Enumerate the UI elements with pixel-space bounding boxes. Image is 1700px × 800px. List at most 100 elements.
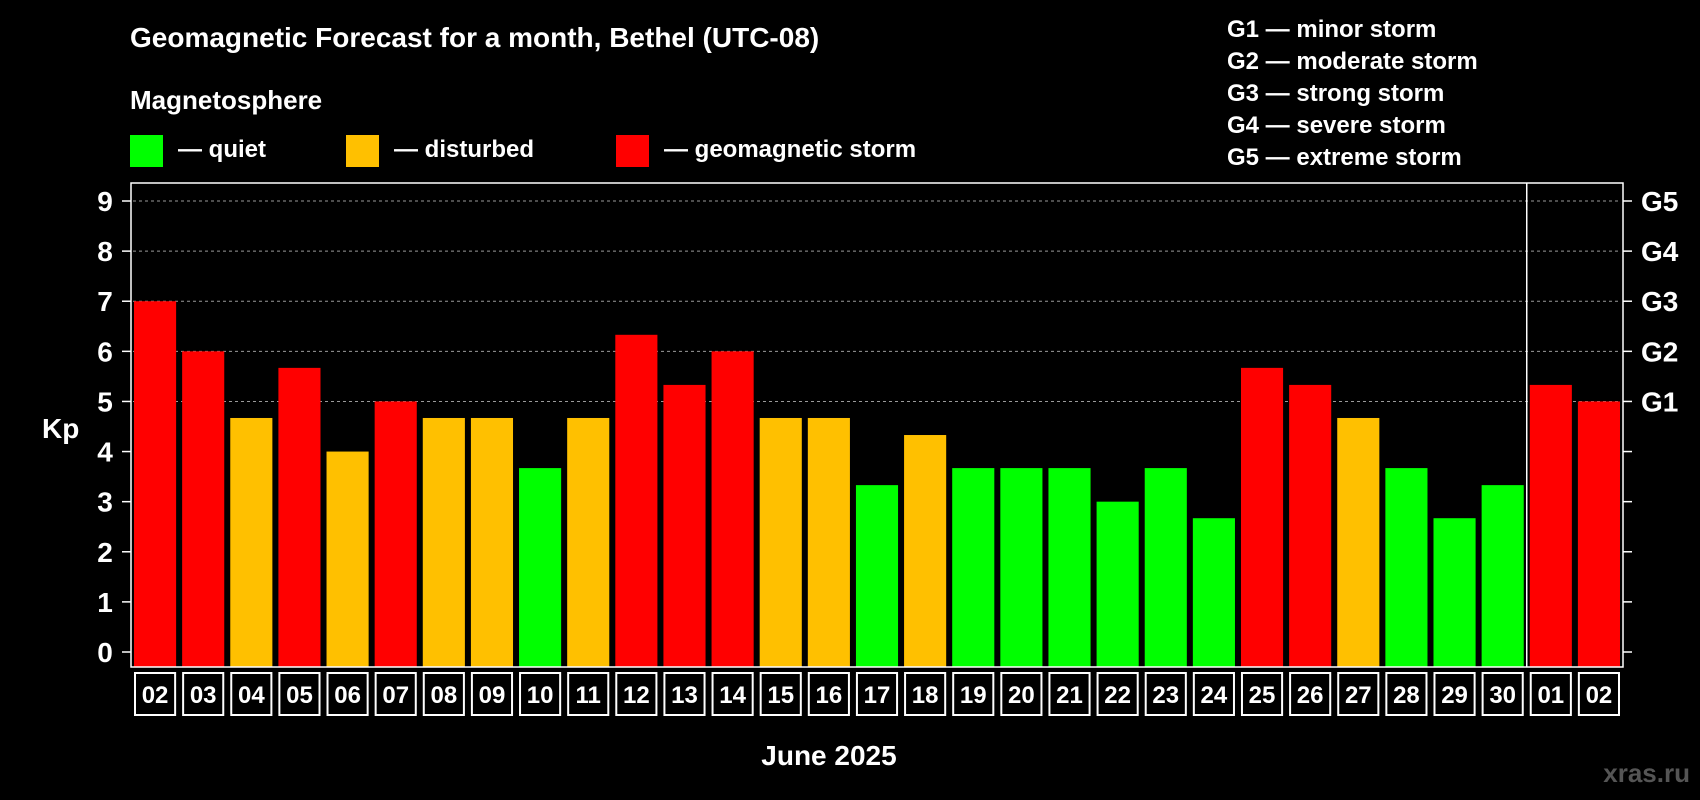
x-tick-label-16-14: 16 [816, 682, 843, 709]
x-tick-label-30-28: 30 [1489, 682, 1516, 709]
x-tick-label-28-26: 28 [1393, 682, 1420, 709]
x-tick-box [1240, 672, 1284, 716]
x-tick-box [230, 672, 273, 716]
x-tick-box [1096, 672, 1139, 716]
bar-06-4 [326, 451, 369, 667]
x-tick-label-11-9: 11 [576, 682, 601, 709]
x-tick-label-02-0: 02 [142, 682, 169, 709]
watermark: xras.ru [1603, 758, 1690, 788]
bar-26-24 [1289, 384, 1332, 667]
x-tick-label-05-3: 05 [286, 682, 313, 709]
x-tick-box [711, 672, 754, 716]
storm-scale-g5: G5 — extreme storm [1227, 144, 1462, 171]
bar-07-5 [374, 401, 417, 667]
bar-17-15 [855, 485, 899, 667]
x-tick-box [1289, 672, 1332, 716]
x-tick-box [1385, 672, 1428, 716]
y-tick-label: 8 [97, 236, 113, 267]
bar-01-29 [1529, 384, 1572, 667]
x-tick-box [134, 672, 177, 716]
plot-frame [130, 182, 1624, 668]
x-tick-label-04-2: 04 [238, 682, 265, 709]
bar-02-0 [134, 301, 177, 667]
bar-27-25 [1337, 417, 1380, 667]
x-tick-label-20-18: 20 [1008, 682, 1035, 709]
storm-scale-legend: G1 — minor storm G2 — moderate storm G3 … [1227, 16, 1478, 171]
x-tick-box [1192, 672, 1235, 716]
bar-11-9 [567, 417, 610, 667]
bars [134, 301, 1620, 667]
x-tick-box [1433, 672, 1476, 716]
bar-03-1 [182, 351, 225, 667]
x-tick-label-26-24: 26 [1297, 682, 1324, 709]
storm-level-label-G4: G4 [1641, 236, 1679, 267]
legend-label-storm: — geomagnetic storm [664, 136, 916, 163]
x-tick-box [374, 672, 417, 716]
x-tick-box [904, 672, 947, 716]
x-tick-box [1529, 672, 1572, 716]
bar-22-20 [1096, 501, 1139, 667]
bar-21-19 [1048, 468, 1091, 667]
x-tick-box [470, 672, 514, 716]
x-tick-label-17-15: 17 [864, 682, 891, 709]
legend-label-disturbed: — disturbed [394, 136, 534, 163]
x-tick-labels: 02 03 04 05 06 07 08 09 10 11 12 13 14 15 16 17 18 19 20 21… [134, 672, 1621, 716]
bar-23-21 [1144, 468, 1187, 667]
y-tick-label: 2 [97, 537, 113, 568]
bar-16-14 [807, 417, 850, 667]
storm-level-label-G3: G3 [1641, 286, 1678, 317]
y-tick-label: 0 [97, 637, 113, 668]
x-axis-label: June 2025 [761, 740, 896, 771]
x-tick-label-19-17: 19 [960, 682, 987, 709]
x-tick-box [422, 672, 465, 716]
storm-scale-g1: G1 — minor storm [1227, 16, 1436, 43]
y-tick-label: 9 [97, 186, 113, 217]
bar-10-8 [519, 468, 562, 667]
bar-02-30 [1577, 401, 1620, 667]
x-tick-box [1577, 672, 1621, 716]
x-tick-box [1144, 672, 1187, 716]
x-tick-box [326, 672, 369, 716]
x-tick-box [519, 672, 562, 716]
x-tick-label-29-27: 29 [1441, 682, 1468, 709]
x-tick-label-02-30: 02 [1586, 682, 1613, 709]
x-tick-label-13-11: 13 [671, 682, 698, 709]
x-tick-label-06-4: 06 [334, 682, 361, 709]
x-tick-box [855, 672, 899, 716]
y-axis-label: Kp [42, 413, 79, 444]
x-tick-label-14-12: 14 [719, 682, 746, 709]
x-tick-label-07-5: 07 [382, 682, 409, 709]
bar-15-13 [759, 417, 802, 667]
bar-29-27 [1433, 518, 1476, 667]
x-tick-box [182, 672, 225, 716]
bar-28-26 [1385, 468, 1428, 667]
y-tick-label: 6 [97, 336, 113, 367]
storm-scale-g3: G3 — strong storm [1227, 80, 1444, 107]
legend: — quiet — disturbed — geomagnetic storm [130, 135, 916, 167]
bar-30-28 [1481, 485, 1524, 667]
chart-title: Geomagnetic Forecast for a month, Bethel… [130, 22, 819, 53]
bar-05-3 [278, 367, 321, 667]
bar-13-11 [663, 384, 706, 667]
bar-25-23 [1240, 367, 1284, 667]
x-tick-label-09-7: 09 [479, 682, 506, 709]
x-tick-box [952, 672, 995, 716]
x-tick-label-25-23: 25 [1249, 682, 1276, 709]
x-tick-label-21-19: 21 [1056, 682, 1083, 709]
storm-level-label-G2: G2 [1641, 336, 1678, 367]
x-tick-label-08-6: 08 [430, 682, 457, 709]
y-tick-label: 7 [97, 286, 113, 317]
bar-24-22 [1192, 518, 1235, 667]
storm-scale-g4: G4 — severe storm [1227, 112, 1446, 139]
storm-scale-g2: G2 — moderate storm [1227, 48, 1478, 75]
y-tick-label: 1 [97, 587, 113, 618]
bar-20-18 [1000, 468, 1043, 667]
x-tick-box [1048, 672, 1091, 716]
x-tick-box [615, 672, 658, 716]
storm-level-label-G1: G1 [1641, 386, 1678, 417]
x-tick-label-15-13: 15 [767, 682, 794, 709]
y-tick-label: 5 [97, 386, 113, 417]
y-tick-label: 3 [97, 487, 113, 518]
legend-swatch-storm [616, 135, 649, 167]
